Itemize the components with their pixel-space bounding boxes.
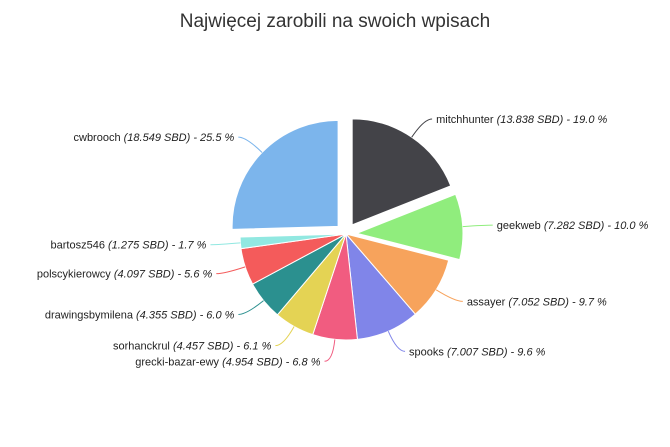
slice-value: (7.007 SBD) - 9.6 %: [447, 346, 546, 358]
slice-value: (13.838 SBD) - 19.0 %: [497, 114, 608, 126]
slice-name: mitchhunter: [436, 114, 497, 126]
slice-name: grecki-bazar-ewy: [135, 356, 222, 368]
slice-name: spooks: [409, 346, 447, 358]
slice-value: (4.097 SBD) - 5.6 %: [114, 269, 213, 281]
connector-bartosz546: [210, 242, 241, 246]
connector-drawingsbymilena: [238, 300, 264, 315]
connector-polscykierowcy: [216, 266, 246, 275]
slice-label-mitchhunter: mitchhunter (13.838 SBD) - 19.0 %: [436, 114, 607, 126]
slice-label-geekweb: geekweb (7.282 SBD) - 10.0 %: [497, 220, 649, 232]
slice-labels: mitchhunter (13.838 SBD) - 19.0 % geekweb…: [37, 114, 649, 368]
slice-value: (7.052 SBD) - 9.7 %: [508, 296, 607, 308]
slice-value: (4.457 SBD) - 6.1 %: [173, 341, 272, 353]
slice-name: assayer: [467, 296, 509, 308]
slice-value: (4.954 SBD) - 6.8 %: [222, 356, 321, 368]
slice-name: polscykierowcy: [37, 269, 114, 281]
slice-name: drawingsbymilena: [45, 309, 136, 321]
connector-sorhanckrul: [275, 326, 295, 347]
slice-label-sorhanckrul: sorhanckrul (4.457 SBD) - 6.1 %: [113, 341, 272, 353]
pie-slices: [231, 118, 464, 341]
connector-mitchhunter: [411, 118, 433, 138]
slice-label-drawingsbymilena: drawingsbymilena (4.355 SBD) - 6.0 %: [45, 309, 235, 321]
connector-assayer: [435, 289, 463, 302]
slice-label-bartosz546: bartosz546 (1.275 SBD) - 1.7 %: [51, 240, 207, 252]
slice-label-polscykierowcy: polscykierowcy (4.097 SBD) - 5.6 %: [37, 269, 213, 281]
slice-value: (1.275 SBD) - 1.7 %: [108, 240, 207, 252]
slice-name: cwbrooch: [74, 132, 124, 144]
slice-value: (18.549 SBD) - 25.5 %: [124, 132, 235, 144]
slice-label-cwbrooch: cwbrooch (18.549 SBD) - 25.5 %: [74, 132, 235, 144]
slice-name: bartosz546: [51, 240, 108, 252]
label-connectors: [210, 118, 493, 362]
chart-title: Najwięcej zarobili na swoich wpisach: [180, 11, 490, 32]
slice-value: (4.355 SBD) - 6.0 %: [136, 309, 235, 321]
slice-label-grecki-bazar-ewy: grecki-bazar-ewy (4.954 SBD) - 6.8 %: [135, 356, 320, 368]
pie-slice-bartosz546[interactable]: [239, 233, 347, 250]
connector-cwbrooch: [238, 136, 263, 153]
connector-spooks: [387, 331, 406, 352]
slice-name: geekweb: [497, 220, 544, 232]
connector-grecki-bazar-ewy: [324, 339, 336, 362]
pie-slice-mitchhunter[interactable]: [351, 118, 452, 226]
slice-label-spooks: spooks (7.007 SBD) - 9.6 %: [409, 346, 546, 358]
slice-value: (7.282 SBD) - 10.0 %: [544, 220, 649, 232]
connector-geekweb: [462, 224, 493, 228]
slice-label-assayer: assayer (7.052 SBD) - 9.7 %: [467, 296, 607, 308]
slice-name: sorhanckrul: [113, 341, 173, 353]
pie-slice-cwbrooch[interactable]: [231, 119, 339, 230]
